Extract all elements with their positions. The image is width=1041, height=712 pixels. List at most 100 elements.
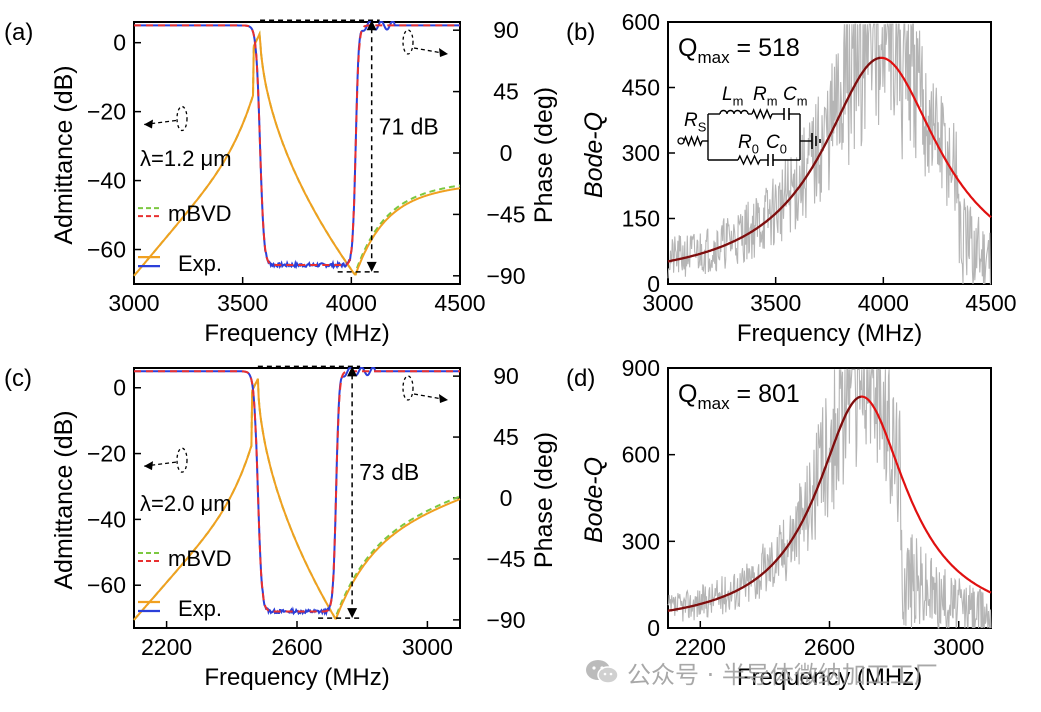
x-tick-label-c: 2200 [141,634,192,660]
circuit-label-lm: Lm [722,84,743,108]
x-tick-label-d: 2200 [675,634,726,660]
y-tick-label-b: 300 [622,140,660,166]
circuit-label-rs: RS [684,110,707,134]
circuit-label-cm: Cm [783,84,808,108]
y-tick-label-a: 0 [113,30,126,56]
y2-tick-label-c: 90 [493,363,519,389]
x-tick-label-d: 3000 [933,634,984,660]
delta-label-c: 73 dB [359,459,419,485]
x-tick-label-b: 4000 [858,290,909,316]
y-axis-label-d: Bode-Q [580,457,608,543]
legend-label-exp-a: Exp. [178,251,222,276]
series-fit-bode-q-d [667,395,992,612]
y2-tick-label-c: −90 [486,607,525,633]
series-fit-overlap-b [667,56,881,263]
qmax-label-b: Qmax = 518 [678,34,800,67]
right-axis-arrowhead-c [439,394,448,403]
series-exp-phase-a [133,30,461,277]
right-axis-marker-c [402,375,414,401]
y2-tick-label-a: 0 [500,140,513,166]
y-tick-label-c: 0 [113,375,126,401]
y2-tick-label-c: 0 [500,485,513,511]
delta-label-a: 71 dB [379,114,439,140]
circuit-terminal-in [677,137,685,145]
series-measured-bode-q-b [667,23,991,285]
y-tick-label-b: 450 [622,75,660,101]
circuit-label-r0: R0 [738,132,759,156]
y-tick-label-d: 900 [622,355,660,381]
y-tick-label-d: 300 [622,528,660,554]
y-tick-label-c: −20 [87,441,126,467]
x-axis-label-a: Frequency (MHz) [204,320,389,347]
circuit-label-rm: Rm [753,84,778,108]
left-axis-pointer-c [143,461,177,467]
circuit-inductor-lm [719,109,749,115]
lambda-label-c: λ=2.0 μm [140,491,232,516]
y-tick-label-d: 0 [647,615,660,641]
x-tick-label-b: 4500 [965,290,1016,316]
series-mbvd-admittance-c [134,370,460,613]
delta-arrowhead-down-a [366,261,377,272]
y-tick-label-b: 0 [647,271,660,297]
y-tick-label-d: 600 [622,442,660,468]
watermark-text: 公众号 · 半导体微纳加工工厂 [627,660,938,689]
series-mbvd-admittance-a [134,24,460,266]
legend-label-exp-c: Exp. [178,596,222,621]
x-tick-label-b: 3000 [642,290,693,316]
circuit-resistor-r0 [737,154,761,166]
series-measured-bode-q-d [667,368,992,629]
right-axis-marker-a [402,29,414,55]
delta-arrowhead-down-c [347,608,358,619]
y-tick-label-c: −60 [87,572,126,598]
watermark: 公众号 · 半导体微纳加工工厂 [585,652,1035,692]
series-exp-phase-c [133,378,461,621]
legend-label-mbvd-c: mBVD [168,546,232,571]
y-axis-label-b: Bode-Q [580,112,608,198]
delta-arrowhead-up-a [366,20,377,31]
y2-tick-label-c: 45 [493,424,519,450]
y-axis-label-c: Admittance (dB) [50,410,78,589]
x-tick-label-a: 4000 [326,290,377,316]
circuit-label-c0: C0 [766,132,787,156]
y-tick-label-b: 150 [622,206,660,232]
y-tick-label-a: −20 [87,99,126,125]
y2-tick-label-a: 45 [493,79,519,105]
x-axis-label-b: Frequency (MHz) [737,320,922,347]
y2-tick-label-a: 90 [493,17,519,43]
left-axis-arrowhead-c [144,461,153,471]
y-tick-label-a: −60 [87,237,126,263]
y2-tick-label-a: −90 [486,263,525,289]
panel-label-d: (d) [566,365,595,392]
right-axis-arrowhead-a [439,48,448,57]
circuit-resistor-rs [683,135,703,147]
y-tick-label-b: 600 [622,9,660,35]
left-axis-marker-a [176,105,188,132]
y2-tick-label-a: −45 [486,201,525,227]
panel-label-c: (c) [4,365,32,392]
lambda-label-a: λ=1.2 μm [140,146,232,171]
panel-label-a: (a) [4,19,33,46]
y2-axis-label-c: Phase (deg) [530,432,558,568]
y2-tick-label-c: −45 [486,546,525,572]
circuit-resistor-rm [751,108,773,120]
y2-axis-label-a: Phase (deg) [530,87,558,223]
x-tick-label-b: 3500 [750,290,801,316]
x-tick-label-a: 3500 [217,290,268,316]
x-tick-label-c: 3000 [402,634,453,660]
wechat-icon [585,658,619,686]
series-exp-admittance-a [134,21,460,270]
left-axis-arrowhead-a [144,119,153,129]
y-axis-label-a: Admittance (dB) [50,65,78,244]
left-axis-marker-c [176,447,188,473]
panel-label-b: (b) [566,19,595,46]
y-tick-label-a: −40 [87,168,126,194]
x-tick-label-c: 2600 [271,634,322,660]
delta-arrowhead-up-c [347,366,358,377]
x-axis-label-d: Frequency (MHz) [737,664,922,691]
y-tick-label-c: −40 [87,506,126,532]
x-tick-label-a: 4500 [434,290,485,316]
series-fit-overlap-d [667,395,861,612]
x-tick-label-a: 3000 [108,290,159,316]
legend-label-mbvd-a: mBVD [168,201,232,226]
